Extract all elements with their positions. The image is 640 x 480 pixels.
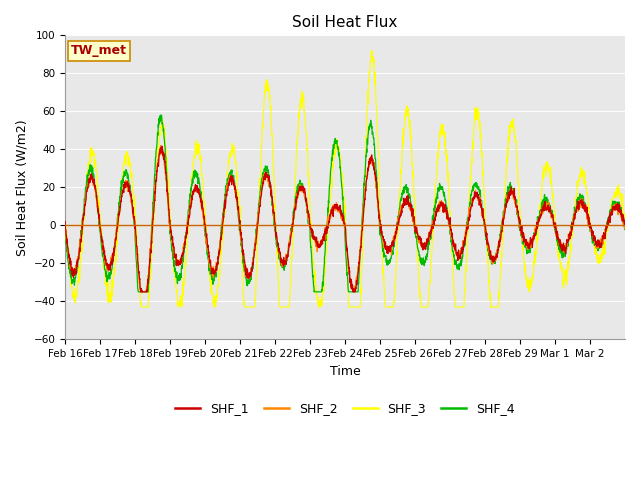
Legend: SHF_1, SHF_2, SHF_3, SHF_4: SHF_1, SHF_2, SHF_3, SHF_4 <box>170 397 520 420</box>
Y-axis label: Soil Heat Flux (W/m2): Soil Heat Flux (W/m2) <box>15 119 28 256</box>
X-axis label: Time: Time <box>330 365 360 378</box>
Text: TW_met: TW_met <box>71 45 127 58</box>
Title: Soil Heat Flux: Soil Heat Flux <box>292 15 398 30</box>
